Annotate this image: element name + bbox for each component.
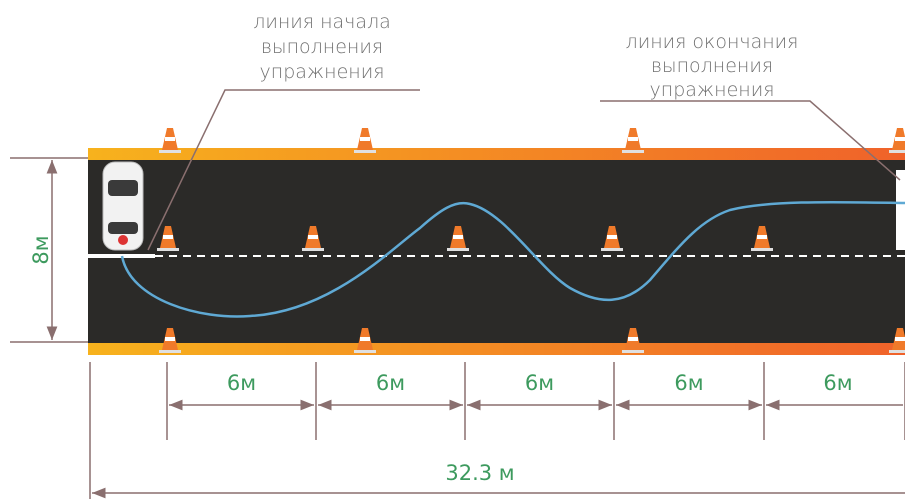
cone-band [165,137,175,141]
cone [622,328,644,353]
cone-base [622,150,644,153]
cone-band [165,337,175,341]
cone-base [889,150,905,153]
segment-label: 6м [376,371,405,395]
segment-label: 6м [823,371,852,395]
start-label: упражнения [260,61,385,83]
end-label: упражнения [650,79,775,101]
cone-band [360,337,370,341]
cone-base [354,350,376,353]
driving-path [120,200,905,318]
cone-band [628,337,638,341]
cone [354,128,376,153]
cone-band [757,235,767,239]
cone [889,128,905,153]
cone [751,226,773,251]
cone-base [601,248,623,251]
cone [601,226,623,251]
cone-band [895,137,905,141]
cone-base [302,248,324,251]
cone-base [159,350,181,353]
cone-band [453,235,463,239]
cone-band [607,235,617,239]
start-label: выполнения [261,36,383,58]
cone [622,128,644,153]
end-label: линия окончания [626,31,799,53]
segment-label: 6м [525,371,554,395]
cone-band [628,137,638,141]
cone [157,226,179,251]
cone-band [308,235,318,239]
cone-base [622,350,644,353]
cone [302,226,324,251]
cone-base [159,150,181,153]
cone-base [354,150,376,153]
cone-base [447,248,469,251]
cone-band [163,235,173,239]
start-label: линия начала [253,11,391,33]
cone [447,226,469,251]
end-line [896,170,905,250]
segment-label: 6м [674,371,703,395]
car [102,161,144,251]
road [88,160,905,343]
start-leader [147,89,420,251]
cone [159,328,181,353]
cone [889,328,905,353]
total-label: 32.3 м [445,461,514,485]
cone-base [889,350,905,353]
segment-label: 6м [227,371,256,395]
cone-band [895,337,905,341]
end-label: выполнения [651,55,773,77]
cone-base [157,248,179,251]
cone [354,328,376,353]
end-leader [600,100,901,181]
cone-base [751,248,773,251]
cone [159,128,181,153]
width-label: 8м [29,235,53,264]
cone-band [360,137,370,141]
